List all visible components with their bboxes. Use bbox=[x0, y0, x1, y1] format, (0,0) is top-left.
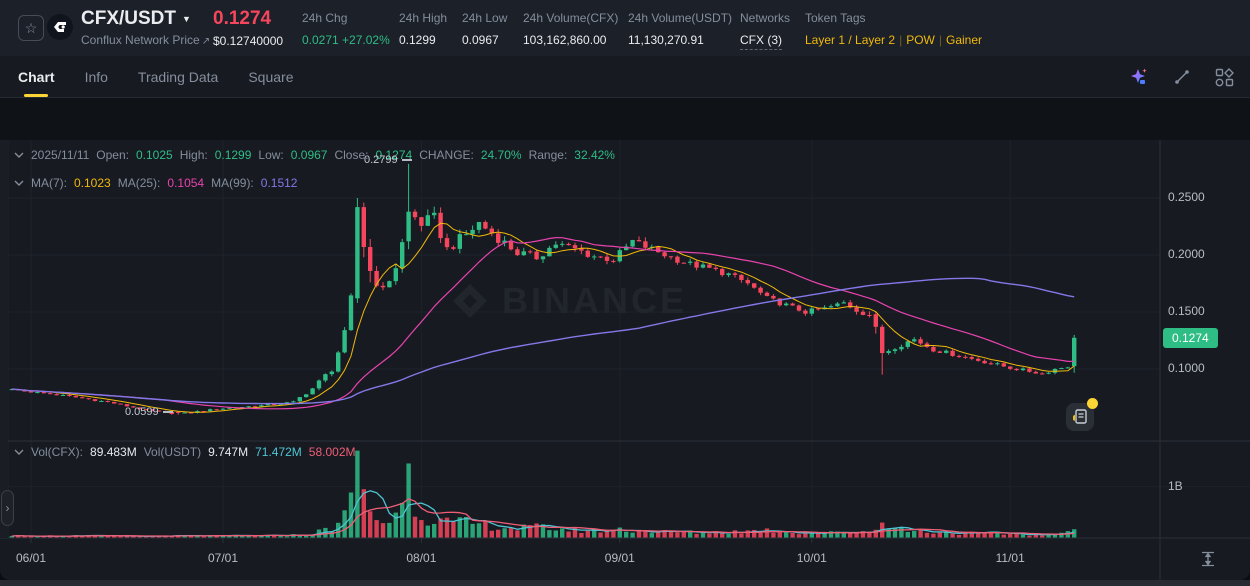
ma7-value: 0.1023 bbox=[74, 176, 111, 190]
ohlc-range: 32.42% bbox=[574, 148, 615, 162]
period-high-marker: 0.2799 bbox=[364, 154, 412, 166]
price-axis-tick: 0.2500 bbox=[1168, 190, 1205, 204]
date-axis-label: 07/01 bbox=[207, 551, 239, 565]
star-icon: ☆ bbox=[24, 20, 38, 36]
price-axis-tick: 0.1500 bbox=[1168, 304, 1205, 318]
left-panel-strip bbox=[0, 140, 8, 538]
stat-24h-volume-cfx: 24h Volume(CFX) 103,162,860.00 bbox=[523, 11, 619, 47]
tag-layer1-layer2[interactable]: Layer 1 / Layer 2 bbox=[805, 33, 896, 47]
vol-ma5-value: 71.472M bbox=[255, 445, 302, 459]
chart-toolbar-strip bbox=[0, 98, 1250, 140]
ma-readout: MA(7): 0.1023 MA(25): 0.1054 MA(99): 0.1512 bbox=[14, 176, 297, 190]
pair-subtitle-link[interactable]: Conflux Network Price ↗ bbox=[81, 33, 211, 47]
pane-expand-handle[interactable]: › bbox=[1, 490, 14, 526]
chart-region: BINANCE 2025/11/11 Open: 0.1025 High: 0.12… bbox=[0, 140, 1250, 580]
price-axis-tick: 0.2000 bbox=[1168, 247, 1205, 261]
ai-assistant-icon[interactable] bbox=[1129, 67, 1149, 87]
price-block: 0.1274 $0.12740000 bbox=[213, 8, 283, 48]
date-axis-label: 08/01 bbox=[406, 551, 437, 565]
date-axis-label: 11/01 bbox=[995, 551, 1025, 565]
stat-24h-high: 24h High 0.1299 bbox=[399, 11, 448, 47]
collapse-chevron-icon[interactable] bbox=[14, 151, 24, 159]
tag-pow[interactable]: POW bbox=[906, 33, 935, 47]
section-tabbar: Chart Info Trading Data Square bbox=[0, 56, 1250, 98]
current-price-badge: 0.1274 bbox=[1163, 328, 1218, 348]
pair-selector[interactable]: CFX/USDT ▼ Conflux Network Price ↗ bbox=[81, 8, 210, 47]
volume-readout: Vol(CFX): 89.483M Vol(USDT) 9.747M 71.472M… bbox=[14, 445, 356, 459]
tab-chart[interactable]: Chart bbox=[18, 56, 55, 97]
ohlc-high: 0.1299 bbox=[214, 148, 252, 162]
date-axis-label: 09/01 bbox=[604, 551, 635, 565]
period-low-marker: 0.0599 bbox=[125, 406, 173, 418]
pair-title: CFX/USDT bbox=[81, 8, 176, 29]
stat-networks: Networks CFX (3) bbox=[740, 11, 790, 50]
date-axis-label: 06/01 bbox=[15, 551, 47, 565]
favorite-star-button[interactable]: ☆ bbox=[18, 15, 44, 41]
conflux-logo bbox=[47, 14, 73, 40]
stat-token-tags: Token Tags Layer 1 / Layer 2 | POW | Gainer bbox=[805, 11, 983, 47]
last-price-usd: $0.12740000 bbox=[213, 34, 284, 48]
axis-scale-button[interactable] bbox=[1196, 547, 1220, 571]
collapse-chevron-icon[interactable] bbox=[14, 448, 24, 456]
notification-dot bbox=[1087, 398, 1098, 409]
date-axis-label: 10/01 bbox=[796, 551, 827, 565]
ohlc-change: 24.70% bbox=[480, 148, 522, 162]
tab-trading-data[interactable]: Trading Data bbox=[137, 68, 219, 85]
vol-ma10-value: 58.002M bbox=[308, 445, 356, 459]
tick-dash bbox=[401, 159, 412, 161]
tag-gainer[interactable]: Gainer bbox=[945, 33, 983, 47]
stat-24h-low: 24h Low 0.0967 bbox=[462, 11, 508, 47]
binance-diamond-logo bbox=[453, 284, 487, 318]
networks-value[interactable]: CFX (3) bbox=[740, 33, 782, 50]
ohlc-open: 0.1025 bbox=[135, 148, 173, 162]
widgets-grid-icon[interactable] bbox=[1215, 67, 1234, 87]
tab-square[interactable]: Square bbox=[248, 68, 294, 85]
page-background-strip bbox=[0, 580, 1250, 586]
ma25-value: 0.1054 bbox=[167, 176, 205, 190]
tab-info[interactable]: Info bbox=[84, 68, 108, 85]
ohlc-low: 0.0967 bbox=[290, 148, 328, 162]
stat-24h-chg: 24h Chg 0.0271 +27.02% bbox=[302, 11, 390, 47]
news-event-icon[interactable] bbox=[1066, 398, 1098, 431]
token-header: ☆ CFX/USDT ▼ Conflux Network Price ↗ 0.127… bbox=[0, 0, 1250, 56]
ma99-value: 0.1512 bbox=[260, 176, 298, 190]
trendline-tools-icon[interactable] bbox=[1173, 68, 1191, 86]
chevron-down-icon: ▼ bbox=[182, 14, 191, 24]
price-axis-tick: 0.1000 bbox=[1168, 361, 1205, 375]
ohlc-close: 0.1274 bbox=[375, 148, 413, 162]
candlestick-chart[interactable] bbox=[0, 140, 1250, 580]
external-link-icon: ↗ bbox=[201, 36, 211, 47]
last-price: 0.1274 bbox=[213, 8, 272, 29]
vol-cfx-value: 89.483M bbox=[90, 445, 137, 459]
ohlc-date: 2025/11/11 bbox=[31, 148, 90, 162]
tick-dash bbox=[162, 411, 173, 413]
ohlc-readout: 2025/11/11 Open: 0.1025 High: 0.1299 Low: 0… bbox=[14, 148, 615, 162]
stat-24h-volume-usdt: 24h Volume(USDT) 11,130,270.91 bbox=[628, 11, 733, 47]
binance-watermark: BINANCE bbox=[452, 280, 687, 322]
collapse-chevron-icon[interactable] bbox=[14, 179, 24, 187]
volume-axis-tick: 1B bbox=[1168, 479, 1183, 493]
vol-usdt-value: 9.747M bbox=[208, 445, 249, 459]
